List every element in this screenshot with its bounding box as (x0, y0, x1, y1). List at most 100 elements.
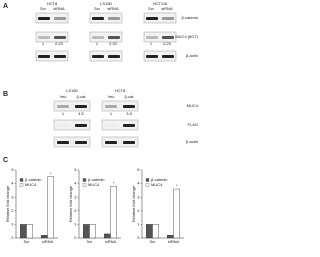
band (123, 124, 135, 127)
band (105, 141, 117, 144)
band (105, 105, 117, 108)
blot-frame (89, 31, 123, 43)
cell-line: LS180 (66, 88, 78, 93)
band (146, 36, 158, 39)
blot-frame (35, 31, 69, 43)
y-tick-label: 0 (74, 235, 77, 240)
legend-swatch (19, 178, 24, 182)
lane-label: siRNA (161, 6, 173, 11)
blot-frame (101, 100, 139, 112)
y-tick-label: 5 (137, 167, 140, 172)
bar (41, 235, 48, 239)
bar (20, 224, 27, 239)
protein-label: FLAG (188, 122, 198, 127)
y-tick-label: 2 (11, 208, 14, 213)
blot-frame (53, 119, 91, 131)
legend-swatch (82, 178, 87, 182)
blot-frame (143, 31, 177, 43)
legend-label: β-catenin (151, 177, 168, 182)
ratio: 3.8 (126, 111, 132, 116)
x-tick-label: Scr (87, 239, 94, 244)
legend-label: β-catenin (88, 177, 105, 182)
bar (166, 235, 174, 239)
lane-label: siRNA (107, 6, 119, 11)
bar (47, 176, 55, 239)
y-axis-label: Relative fold change (131, 185, 136, 222)
protein-label: β-actin (186, 139, 198, 144)
x-tick-label: siRNA (105, 239, 117, 244)
y-axis-label: Relative fold change (5, 185, 10, 222)
y-tick-label: 2 (137, 208, 140, 213)
ratio: 1 (150, 41, 153, 46)
lane-label: β-cat (77, 94, 87, 99)
band (108, 55, 120, 58)
band (57, 105, 69, 108)
band (92, 17, 104, 20)
band (57, 124, 69, 127)
protein-label: β-actin (186, 53, 198, 58)
bar (145, 224, 153, 239)
legend-label: β-catenin (25, 177, 42, 182)
band (54, 17, 66, 20)
y-tick-label: 5 (74, 167, 77, 172)
panel-label: C (3, 157, 8, 164)
band (92, 36, 104, 39)
legend-swatch (19, 183, 24, 187)
bar (152, 224, 160, 239)
band (54, 36, 66, 39)
annotation: * (176, 183, 178, 188)
panel-label: A (3, 3, 8, 10)
ratio: 1 (42, 41, 45, 46)
band (75, 141, 87, 144)
panel-label: B (3, 91, 8, 98)
band (146, 17, 158, 20)
y-tick-label: 4 (11, 181, 14, 186)
lane-label: siRNA (53, 6, 65, 11)
x-tick-label: Scr (150, 239, 157, 244)
blot-frame (35, 50, 69, 62)
blot-frame (143, 12, 177, 24)
blot-frame (101, 136, 139, 148)
lane-label: Vec (108, 94, 115, 99)
annotation: * (113, 180, 115, 185)
legend-label: MUC4 (25, 182, 37, 187)
bar (82, 224, 90, 239)
blot-frame (101, 119, 139, 131)
ratio: 0.20 (55, 41, 64, 46)
band (146, 55, 158, 58)
legend-swatch (82, 183, 87, 187)
ratio: 0.30 (109, 41, 118, 46)
band (54, 55, 66, 58)
band (38, 55, 50, 58)
y-tick-label: 1 (137, 221, 140, 226)
y-tick-label: 0 (11, 235, 14, 240)
blot-frame (143, 50, 177, 62)
cell-line: LS180 (100, 1, 112, 6)
y-tick-label: 3 (74, 194, 77, 199)
protein-label: MUC4 (187, 103, 199, 108)
x-tick-label: Scr (24, 239, 31, 244)
band (92, 55, 104, 58)
blot-frame (53, 100, 91, 112)
band (123, 141, 135, 144)
lane-label: Scr (94, 6, 101, 11)
y-tick-label: 3 (137, 194, 140, 199)
legend-swatch (145, 183, 150, 187)
bar (26, 224, 34, 239)
cell-line: HCT8 (115, 88, 126, 93)
y-tick-label: 4 (137, 181, 140, 186)
bar (173, 188, 181, 239)
band (108, 36, 120, 39)
y-tick-label: 1 (11, 221, 14, 226)
x-tick-label: siRNA (168, 239, 180, 244)
protein-label: β-catenin (181, 15, 198, 20)
ratio: 1 (62, 111, 65, 116)
ratio: 1 (96, 41, 99, 46)
bar (89, 224, 97, 239)
lane-label: Scr (148, 6, 155, 11)
legend-label: MUC4 (88, 182, 100, 187)
band (105, 124, 117, 127)
y-axis-label: Relative fold change (68, 185, 73, 222)
annotation: * (50, 171, 52, 176)
